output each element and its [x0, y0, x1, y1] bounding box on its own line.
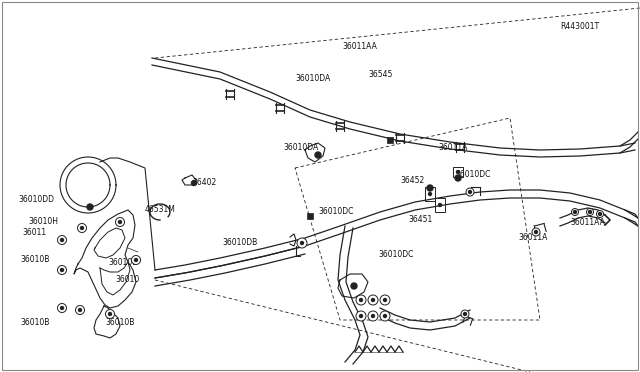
- Text: 36010B: 36010B: [105, 318, 134, 327]
- Text: 36011AA: 36011AA: [570, 218, 605, 227]
- Circle shape: [466, 188, 474, 196]
- Circle shape: [61, 307, 63, 310]
- Text: 36010DD: 36010DD: [18, 195, 54, 204]
- Circle shape: [61, 238, 63, 241]
- Text: 36011A: 36011A: [438, 143, 467, 152]
- Circle shape: [380, 311, 390, 321]
- Circle shape: [297, 238, 307, 248]
- Circle shape: [468, 190, 472, 193]
- Bar: [307, 213, 313, 219]
- Text: 36010H: 36010H: [28, 217, 58, 226]
- Text: 36010D: 36010D: [108, 258, 138, 267]
- Circle shape: [191, 180, 196, 186]
- Circle shape: [360, 298, 362, 301]
- Text: 36010B: 36010B: [20, 255, 49, 264]
- Circle shape: [572, 208, 579, 215]
- Text: 36011: 36011: [22, 228, 46, 237]
- Circle shape: [301, 241, 303, 244]
- Circle shape: [371, 298, 374, 301]
- Circle shape: [368, 295, 378, 305]
- Text: 36010DC: 36010DC: [318, 207, 353, 216]
- Circle shape: [356, 295, 366, 305]
- Circle shape: [586, 208, 593, 215]
- Text: 36010DC: 36010DC: [378, 250, 413, 259]
- Circle shape: [589, 211, 591, 214]
- Circle shape: [438, 203, 442, 206]
- Circle shape: [456, 170, 460, 173]
- Circle shape: [371, 314, 374, 317]
- Bar: [425, 187, 435, 201]
- Text: 46531M: 46531M: [145, 205, 176, 214]
- Circle shape: [77, 224, 86, 232]
- Circle shape: [427, 185, 433, 191]
- Circle shape: [383, 314, 387, 317]
- Text: 36010B: 36010B: [20, 318, 49, 327]
- Circle shape: [360, 314, 362, 317]
- Circle shape: [58, 266, 67, 275]
- Text: 36010DB: 36010DB: [222, 238, 257, 247]
- Text: R443001T: R443001T: [560, 22, 599, 31]
- Text: 36545: 36545: [368, 70, 392, 79]
- Circle shape: [106, 310, 115, 318]
- Circle shape: [383, 298, 387, 301]
- Circle shape: [87, 204, 93, 210]
- Bar: [435, 198, 445, 212]
- Circle shape: [115, 218, 125, 227]
- Text: 36452: 36452: [400, 176, 424, 185]
- Text: 36451: 36451: [408, 215, 432, 224]
- Circle shape: [356, 311, 366, 321]
- Circle shape: [380, 295, 390, 305]
- Text: 36402: 36402: [192, 178, 216, 187]
- Circle shape: [596, 211, 604, 218]
- Bar: [453, 167, 463, 177]
- Circle shape: [534, 231, 538, 234]
- Circle shape: [573, 211, 577, 214]
- Text: 36011A: 36011A: [518, 233, 547, 242]
- Text: 36010: 36010: [115, 275, 140, 284]
- Circle shape: [61, 269, 63, 272]
- Circle shape: [109, 312, 111, 315]
- Circle shape: [134, 259, 138, 262]
- Circle shape: [81, 227, 83, 230]
- Circle shape: [131, 256, 141, 264]
- Text: 36010DC: 36010DC: [455, 170, 490, 179]
- Text: 36010DA: 36010DA: [295, 74, 330, 83]
- Circle shape: [79, 308, 81, 311]
- Circle shape: [351, 283, 357, 289]
- Circle shape: [58, 235, 67, 244]
- Text: 36011AA: 36011AA: [342, 42, 377, 51]
- Circle shape: [118, 221, 122, 224]
- Text: 36010DA: 36010DA: [283, 143, 318, 152]
- Circle shape: [368, 311, 378, 321]
- Circle shape: [429, 192, 431, 196]
- Circle shape: [461, 310, 469, 318]
- Circle shape: [76, 305, 84, 314]
- Circle shape: [598, 212, 602, 215]
- Bar: [387, 137, 393, 143]
- Circle shape: [463, 312, 467, 315]
- Circle shape: [455, 175, 461, 181]
- Circle shape: [532, 228, 540, 236]
- Circle shape: [58, 304, 67, 312]
- Circle shape: [315, 152, 321, 158]
